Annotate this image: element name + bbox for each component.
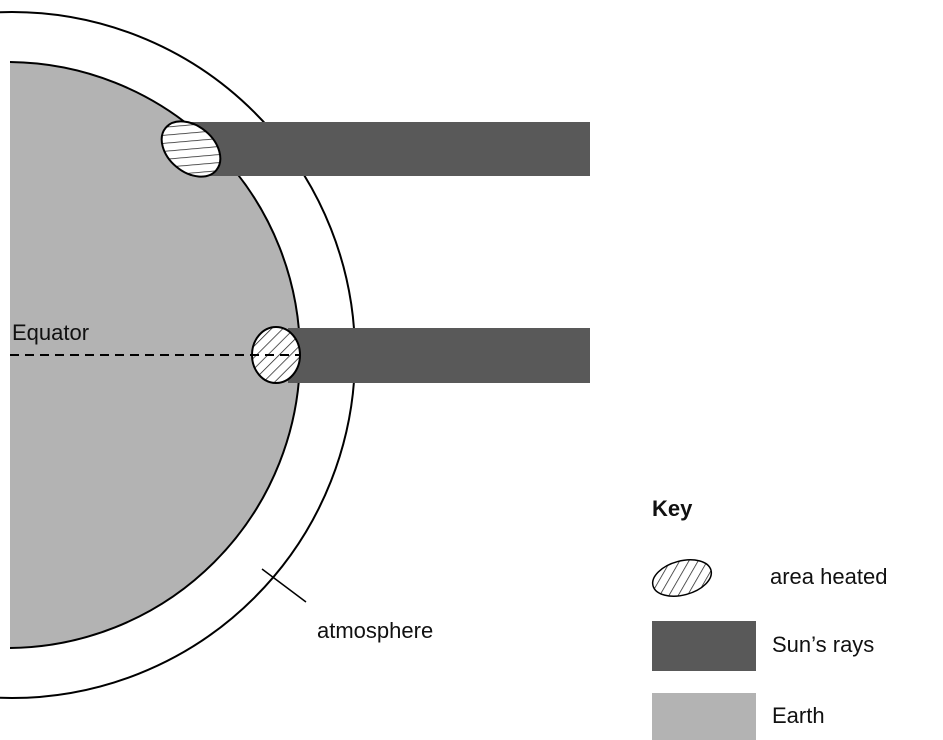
sun-ray-top <box>190 122 590 176</box>
key-heated-swatch <box>651 559 713 597</box>
key-title: Key <box>652 496 693 521</box>
key-label: Sun’s rays <box>772 632 874 657</box>
key-label: area heated <box>770 564 887 589</box>
equator-label: Equator <box>12 320 89 345</box>
leader-line <box>261 568 307 603</box>
heated-area-top <box>160 120 222 178</box>
heated-area-equator <box>251 326 301 384</box>
key-rays-swatch <box>652 621 756 671</box>
atmosphere-label: atmosphere <box>317 618 433 643</box>
key-label: Earth <box>772 703 825 728</box>
sun-ray-equator <box>288 328 590 383</box>
key-earth-swatch <box>652 693 756 740</box>
